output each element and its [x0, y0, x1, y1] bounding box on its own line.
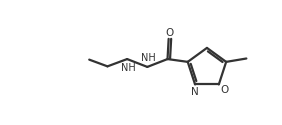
Text: O: O: [166, 28, 174, 38]
Text: N: N: [191, 87, 199, 97]
Text: NH: NH: [121, 63, 136, 73]
Text: NH: NH: [141, 53, 156, 63]
Text: O: O: [221, 84, 229, 94]
